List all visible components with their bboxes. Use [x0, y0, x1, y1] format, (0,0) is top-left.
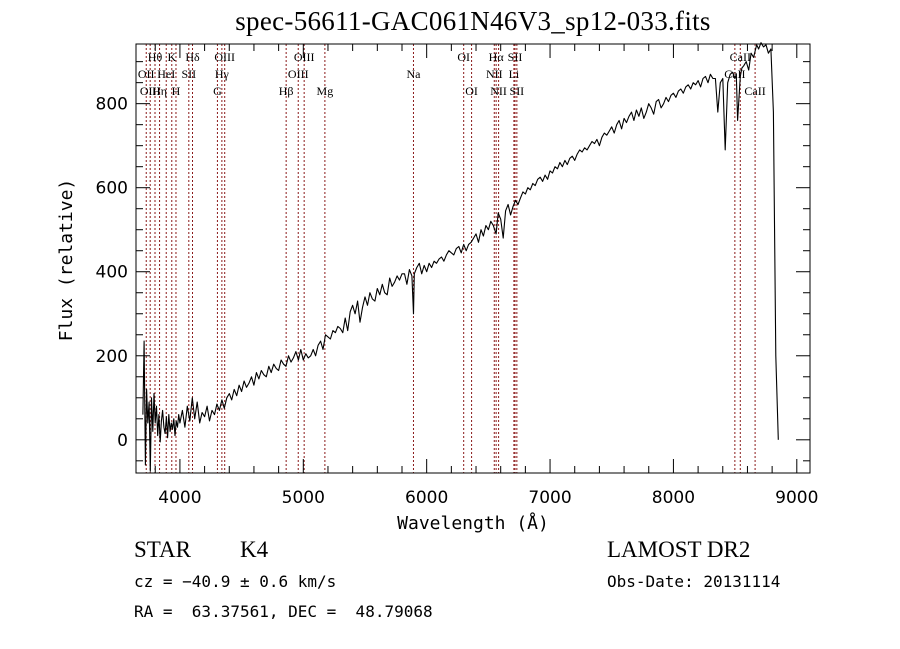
line-marker-label: OIII	[288, 67, 309, 81]
line-marker-label: OII	[138, 67, 155, 81]
x-axis-label: Wavelength (Å)	[397, 512, 549, 534]
line-marker-label: OI	[465, 84, 478, 98]
x-tick-label: 5000	[282, 488, 325, 508]
x-tick-label: 8000	[652, 488, 695, 508]
line-marker-label: OIII	[214, 50, 235, 64]
line-marker-labels: HθOIIOIIIHηHeIKHSIIHδGHγOIIIHβOIIIOIIIMg…	[138, 50, 766, 98]
line-marker-label: Mg	[317, 84, 334, 98]
chart-title: spec-56611-GAC061N46V3_sp12-033.fits	[235, 6, 711, 36]
survey-name: LAMOST DR2	[607, 537, 751, 562]
line-marker-label: SII	[510, 84, 525, 98]
y-tick-label: 0	[117, 431, 128, 451]
line-marker-label: Li	[509, 67, 520, 81]
sky-coordinates: RA = 63.37561, DEC = 48.79068	[134, 602, 433, 621]
line-marker-label: Hθ	[148, 50, 163, 64]
line-markers	[145, 44, 756, 473]
line-marker-label: OIII	[294, 50, 315, 64]
line-marker-label: HeI	[157, 67, 175, 81]
x-tick-labels: 4000 5000 6000 7000 8000 9000	[158, 488, 818, 508]
line-marker-label: H	[172, 84, 181, 98]
y-tick-label: 800	[96, 95, 128, 115]
line-marker-label: Na	[406, 67, 421, 81]
y-tick-labels: 0 200 400 600 800	[96, 95, 128, 451]
redshift-value: cz = −40.9 ± 0.6 km/s	[134, 572, 337, 591]
line-marker-label: Hα	[489, 50, 505, 64]
line-marker-label: OI	[457, 50, 470, 64]
axis-ticks	[136, 44, 810, 473]
line-marker-label: Hβ	[279, 84, 294, 98]
line-marker-label: Hγ	[215, 67, 230, 81]
line-marker-label: CaII	[730, 50, 751, 64]
object-class: STAR	[134, 537, 191, 562]
line-marker-label: NII	[486, 67, 503, 81]
line-marker-label: SII	[181, 67, 196, 81]
line-marker-label: G	[213, 84, 222, 98]
line-marker-label: OIII	[140, 84, 161, 98]
y-tick-label: 600	[96, 179, 128, 199]
plot-frame	[135, 43, 811, 474]
object-subclass: K4	[240, 537, 269, 562]
line-marker-label: CaII	[744, 84, 765, 98]
line-marker-label: SII	[508, 50, 523, 64]
x-tick-label: 4000	[158, 488, 201, 508]
line-marker-label: K	[167, 50, 176, 64]
x-tick-label: 7000	[528, 488, 571, 508]
x-tick-label: 9000	[775, 488, 818, 508]
x-tick-label: 6000	[405, 488, 448, 508]
spectrum-line	[142, 42, 779, 472]
y-tick-label: 200	[96, 347, 128, 367]
y-tick-label: 400	[96, 263, 128, 283]
y-axis-label: Flux (relative)	[56, 179, 77, 342]
observation-date: Obs-Date: 20131114	[607, 572, 781, 591]
line-marker-label: NII	[490, 84, 507, 98]
line-marker-label: Hη	[152, 84, 167, 98]
line-marker-label: Hδ	[185, 50, 200, 64]
